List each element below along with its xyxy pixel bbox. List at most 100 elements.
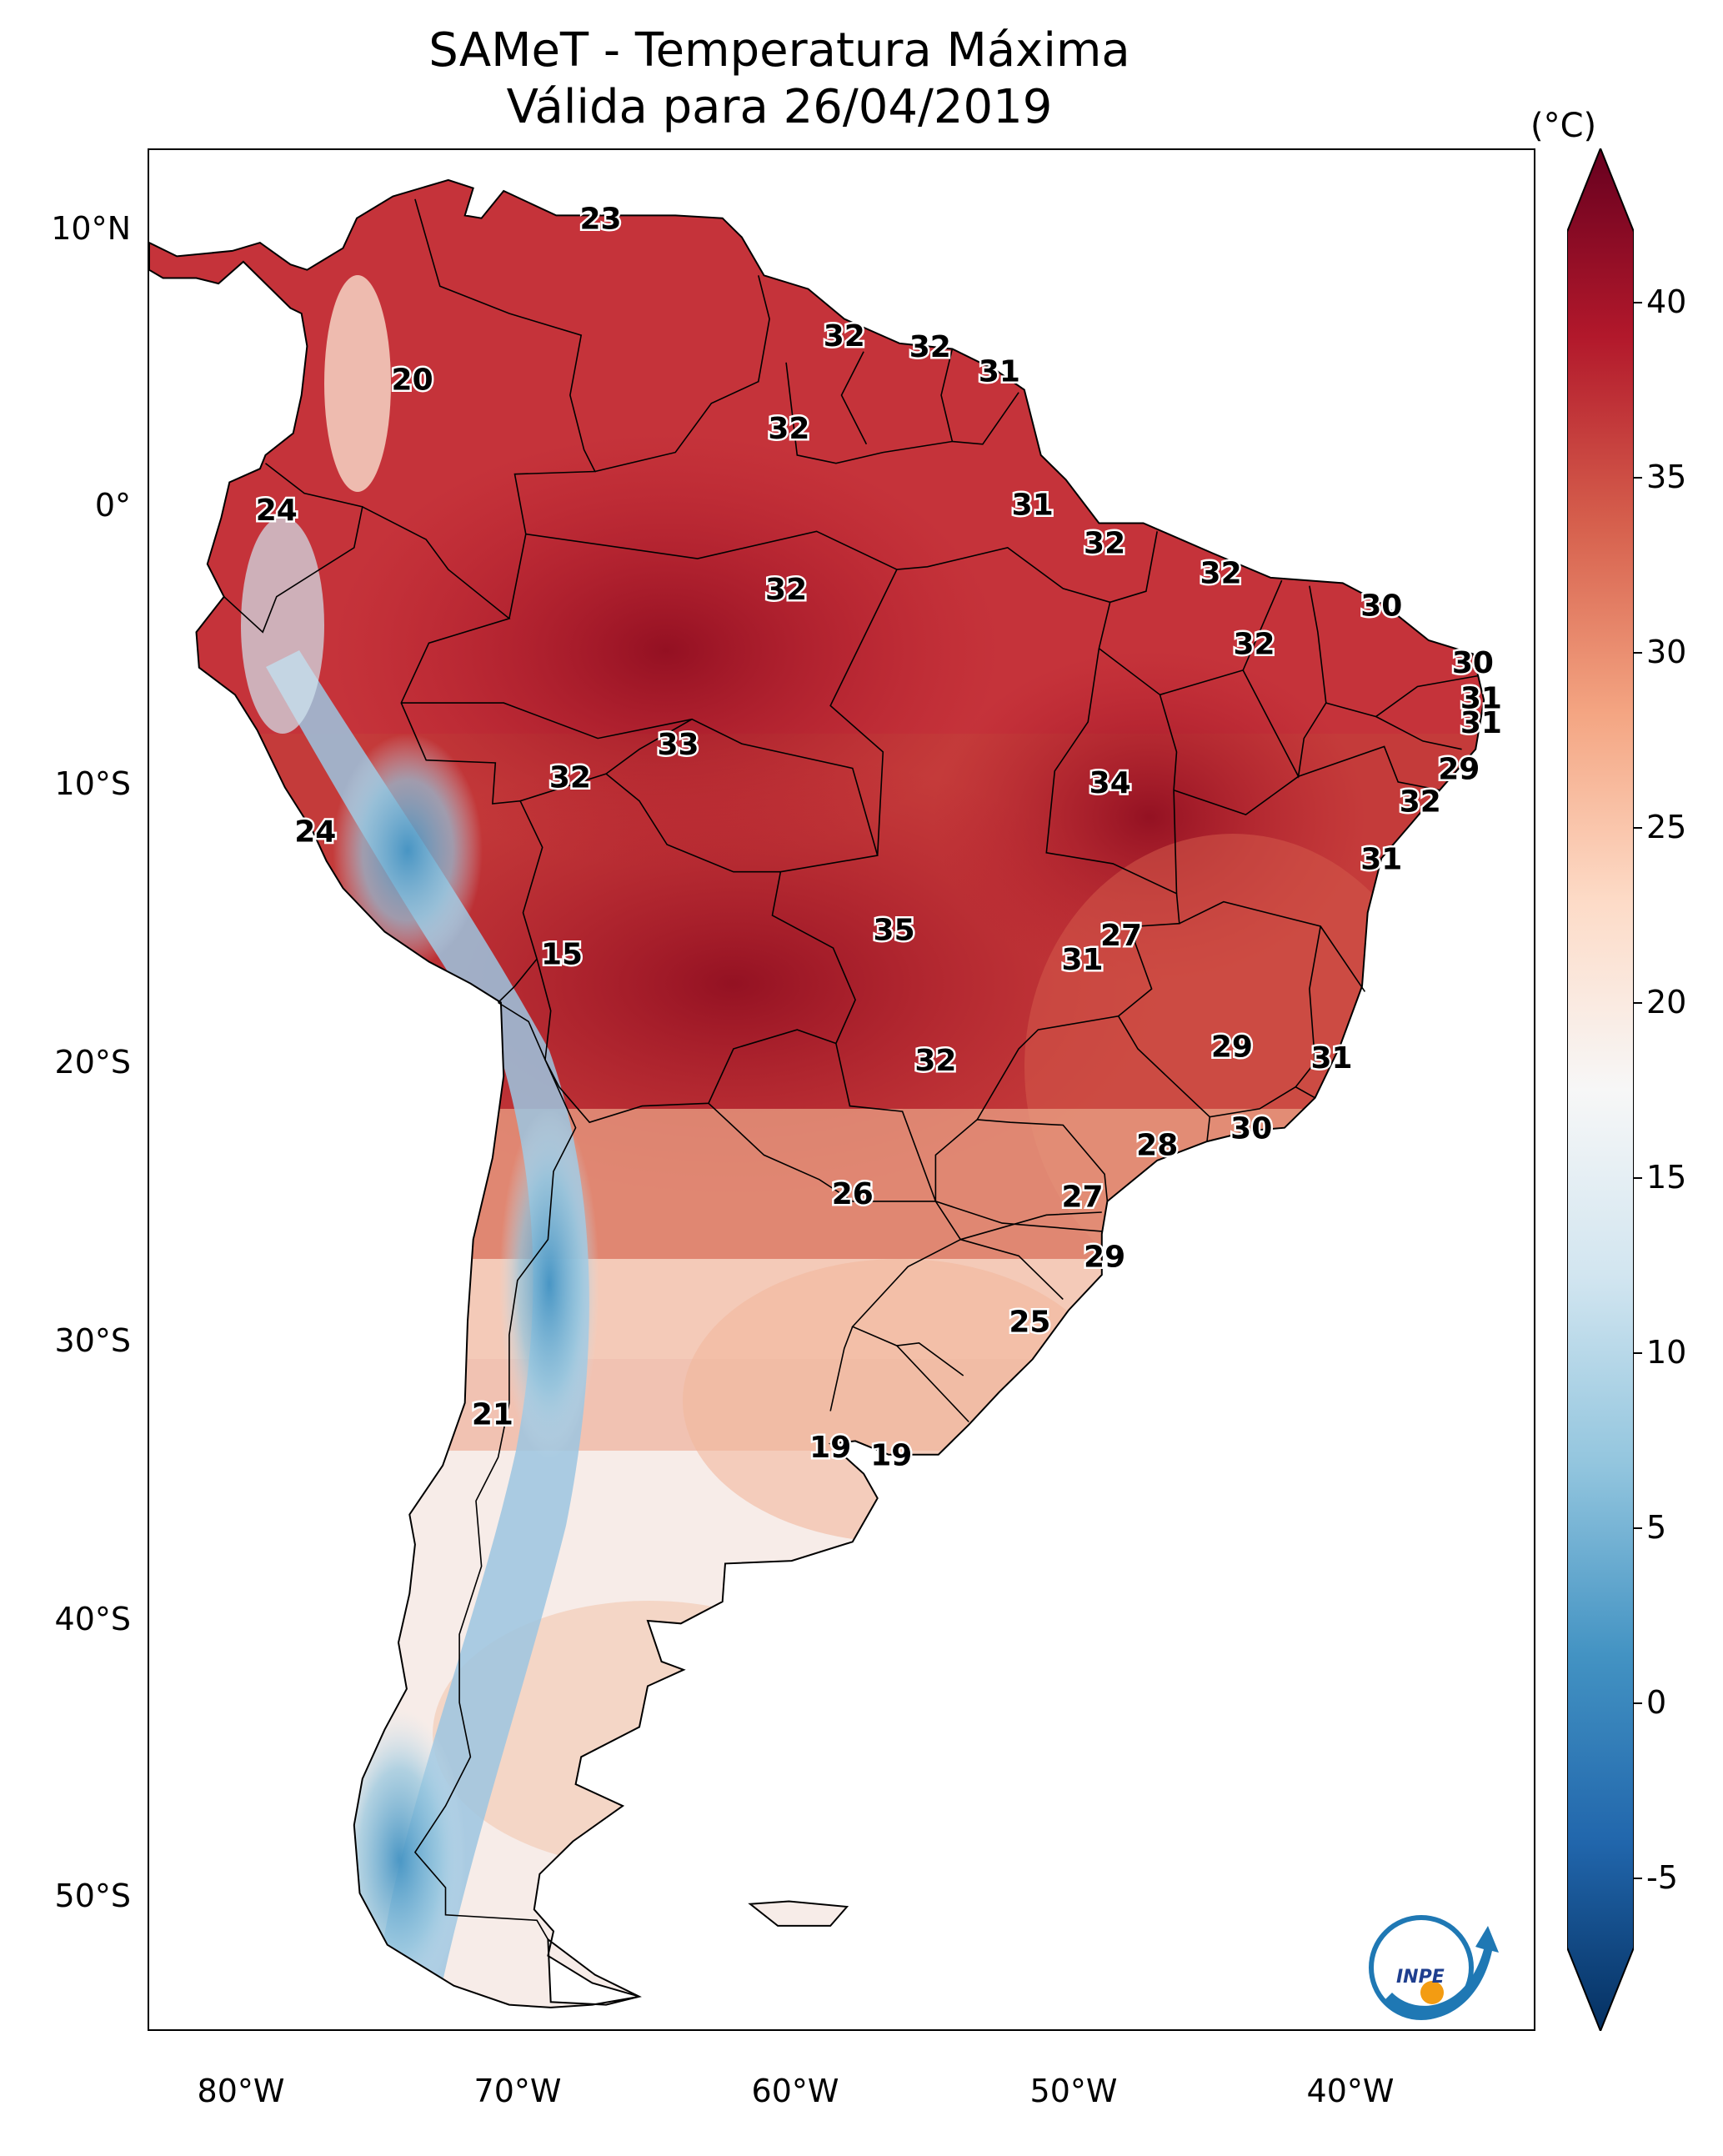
colorbar-unit: (°C) — [1530, 107, 1597, 145]
station-value-label: 25 — [1009, 1306, 1050, 1340]
station-value-label: 32 — [1084, 526, 1125, 560]
station-value-label: 30 — [1230, 1112, 1272, 1146]
border-line — [362, 506, 543, 1004]
station-value-label: 31 — [979, 355, 1020, 389]
station-value-label: 32 — [909, 330, 951, 364]
border-line — [896, 1341, 964, 1376]
colorbar-tick-label: 0 — [1646, 1684, 1667, 1721]
station-value-label: 28 — [1136, 1128, 1178, 1162]
border-line — [414, 198, 597, 619]
station-value-label: 32 — [549, 760, 591, 795]
lat-label-30S: 30°S — [54, 1322, 131, 1359]
border-line — [960, 1211, 1102, 1241]
border-line — [1242, 585, 1327, 779]
map-title-line2: Válida para 26/04/2019 — [506, 80, 1053, 134]
logo-text: INPE — [1396, 1967, 1445, 1988]
lon-label-40W: 40°W — [1306, 2073, 1395, 2109]
border-line — [829, 569, 898, 856]
lon-label-50W: 50°W — [1029, 2073, 1118, 2109]
station-value-label: 27 — [1061, 1180, 1103, 1214]
station-value-label: 32 — [824, 319, 865, 353]
colorbar-tick-label: 15 — [1646, 1159, 1687, 1196]
border-line — [1325, 674, 1479, 718]
colorbar-tick-mark — [1634, 1527, 1642, 1529]
border-line — [605, 718, 879, 873]
border-line — [536, 958, 837, 1124]
station-value-label: 33 — [657, 728, 699, 762]
border-line — [594, 275, 770, 473]
station-value-label: 26 — [832, 1177, 874, 1211]
station-value-label: 29 — [1211, 1030, 1253, 1065]
border-line — [935, 1201, 1102, 1232]
station-value-label: 31 — [1360, 842, 1402, 876]
colorbar-tick-mark — [1634, 1177, 1642, 1179]
station-value-label: 29 — [1084, 1240, 1125, 1274]
border-line — [413, 1001, 577, 1940]
border-line — [940, 348, 954, 442]
station-value-label: 32 — [765, 573, 807, 607]
station-value-label: 31 — [1460, 706, 1502, 740]
station-value-label: 31 — [1061, 943, 1103, 977]
border-line — [519, 773, 969, 1423]
colorbar-tick-label: 5 — [1646, 1509, 1667, 1546]
coastline — [149, 178, 1485, 2008]
colorbar-tick-mark — [1634, 477, 1642, 479]
colorbar-tick-label: -5 — [1646, 1859, 1678, 1896]
colorbar-tick-mark — [1634, 1878, 1642, 1879]
colorbar — [1567, 148, 1634, 2031]
border-line — [829, 1326, 854, 1411]
colorbar-tick-mark — [1634, 827, 1642, 829]
station-value-label: 24 — [294, 815, 336, 850]
border-line — [1375, 715, 1462, 750]
lat-label-10N: 10°N — [51, 210, 131, 247]
station-value-label: 15 — [541, 938, 583, 972]
station-value-label: 29 — [1438, 753, 1480, 787]
station-value-label: 30 — [1360, 589, 1402, 624]
map-title-line1: SAMeT - Temperatura Máxima — [428, 23, 1130, 78]
lon-label-70W: 70°W — [473, 2073, 562, 2109]
border-line — [401, 702, 693, 740]
border-line — [1173, 775, 1300, 815]
colorbar-tick-mark — [1634, 1002, 1642, 1004]
inpe-logo: INPE — [1369, 1915, 1499, 2020]
station-value-label: 32 — [1400, 785, 1441, 820]
colorbar-tick-label: 35 — [1646, 459, 1687, 495]
border-line — [1298, 745, 1440, 791]
station-value-label: 32 — [768, 412, 809, 446]
station-value-label: 32 — [1200, 556, 1242, 590]
border-line — [1098, 648, 1178, 894]
colorbar-tick-label: 40 — [1646, 283, 1687, 320]
lat-label-50S: 50°S — [54, 1878, 131, 1914]
border-line — [840, 351, 868, 445]
station-value-label: 19 — [870, 1439, 912, 1473]
colorbar-tick-mark — [1634, 652, 1642, 654]
border-line — [960, 1238, 1064, 1301]
border-line — [1109, 531, 1158, 604]
lon-label-60W: 60°W — [751, 2073, 839, 2109]
station-value-label: 20 — [392, 363, 433, 397]
lat-label-40S: 40°S — [54, 1601, 131, 1637]
station-value-label: 32 — [914, 1044, 956, 1078]
station-value-label: 23 — [579, 203, 621, 237]
station-value-label: 32 — [1233, 627, 1275, 661]
station-value-label: 35 — [874, 913, 915, 947]
country-state-borders — [223, 198, 1479, 1940]
colorbar-tick-mark — [1634, 1352, 1642, 1354]
border-line — [1179, 900, 1366, 992]
border-line — [708, 1102, 936, 1202]
colorbar-tick-label: 25 — [1646, 809, 1687, 845]
border-line — [785, 362, 1019, 464]
colorbar-tick-label: 30 — [1646, 634, 1687, 670]
station-value-label: 31 — [1460, 682, 1502, 716]
station-value-label: 24 — [256, 494, 298, 528]
colorbar-tick-label: 10 — [1646, 1334, 1687, 1371]
border-line — [1206, 1116, 1211, 1142]
border-line — [1295, 925, 1321, 1099]
colorbar-tick-mark — [1634, 1702, 1642, 1704]
lon-label-80W: 80°W — [197, 2073, 285, 2109]
border-line — [525, 530, 1180, 1201]
station-value-label: 30 — [1452, 646, 1494, 680]
colorbar-tick-label: 20 — [1646, 984, 1687, 1020]
station-value-label: 34 — [1089, 766, 1131, 800]
